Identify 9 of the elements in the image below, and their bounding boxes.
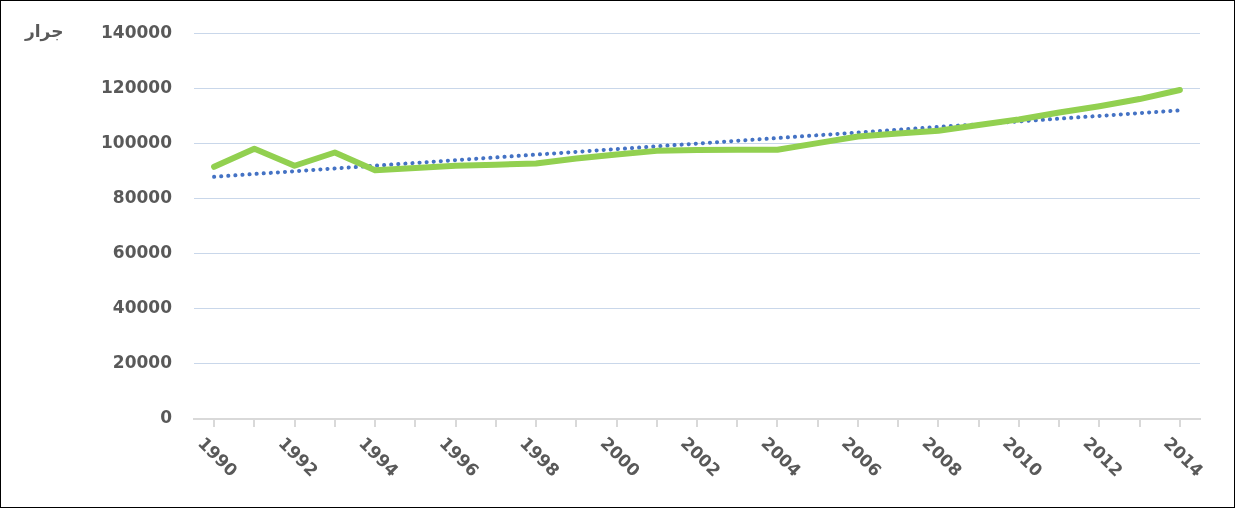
y-tick-label: 20000 [112, 352, 173, 373]
y-tick-label: 100000 [100, 131, 173, 152]
y-axis-title: جرار [25, 21, 64, 41]
y-tick-label: 40000 [112, 297, 173, 318]
y-tick-label: 140000 [100, 21, 173, 42]
y-tick-label: 80000 [112, 186, 173, 207]
y-tick-label: 0 [160, 407, 173, 428]
y-tick-label: 120000 [100, 76, 173, 97]
y-tick-label: 60000 [112, 242, 173, 263]
